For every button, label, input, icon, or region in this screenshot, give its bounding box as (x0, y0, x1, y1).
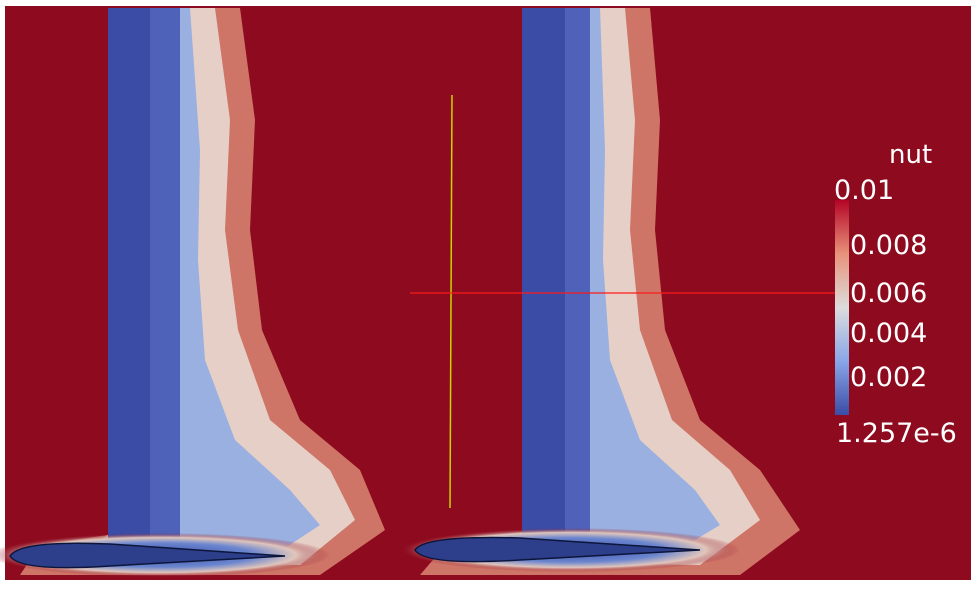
right-airfoil (400, 528, 740, 572)
colorbar-title: nut (889, 140, 933, 170)
colorbar-tick-label: 0.002 (850, 362, 928, 393)
left-wake (20, 8, 385, 575)
colorbar-tick-label: 0.004 (850, 318, 928, 349)
probe-line-vertical (449, 94, 453, 509)
left-airfoil (0, 533, 330, 577)
colorbar-tick-label: 0.006 (850, 278, 928, 309)
colorbar-gradient (835, 200, 849, 415)
colorbar-tick-label: 0.008 (850, 230, 928, 261)
colorbar-min-label: 1.257e-6 (836, 418, 957, 449)
right-wake (420, 8, 800, 575)
colorbar-max-label: 0.01 (834, 175, 895, 206)
